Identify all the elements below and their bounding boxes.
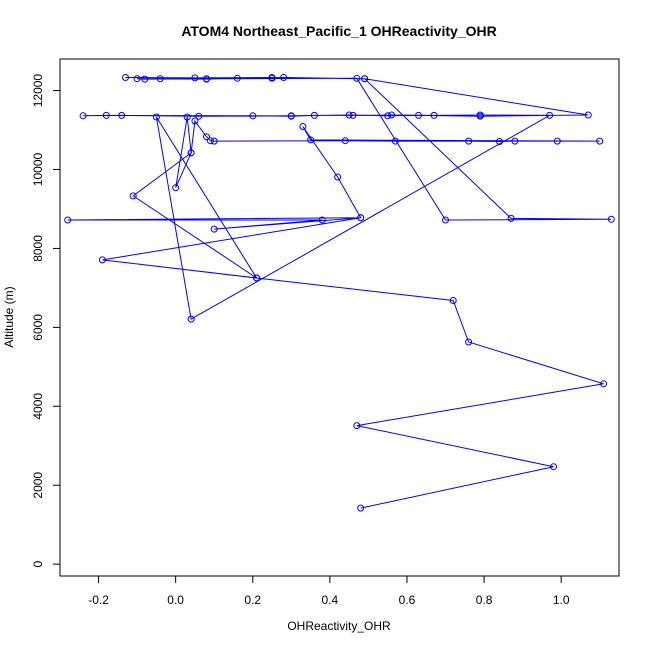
data-point <box>415 111 422 119</box>
x-tick-label: 0.4 <box>322 593 339 607</box>
data-point <box>203 133 210 141</box>
series-line <box>67 76 612 509</box>
data-point <box>511 137 519 145</box>
data-point <box>465 338 473 346</box>
data-point <box>98 256 106 264</box>
data-point <box>210 225 218 233</box>
data-point <box>357 504 365 512</box>
data-point <box>299 123 307 130</box>
data-point <box>449 297 457 304</box>
data-point <box>233 74 241 82</box>
data-point <box>430 111 438 119</box>
data-point <box>334 173 342 181</box>
data-point <box>122 74 129 81</box>
x-tick-label: 0.0 <box>167 593 184 607</box>
data-point <box>64 216 72 224</box>
data-point <box>102 111 110 119</box>
data-point <box>118 111 126 119</box>
data-point <box>496 138 503 145</box>
y-tick-label: 12000 <box>31 74 45 108</box>
data-point <box>183 113 191 121</box>
data-point <box>596 137 604 145</box>
data-point <box>195 112 203 120</box>
data-point <box>187 149 195 157</box>
data-point <box>384 112 392 120</box>
plot-frame <box>59 58 620 577</box>
data-point <box>310 111 318 119</box>
data-point <box>345 111 353 119</box>
y-tick-label: 4000 <box>31 393 45 420</box>
data-point <box>129 192 137 200</box>
data-point <box>361 75 369 83</box>
y-tick-label: 2000 <box>31 472 45 499</box>
data-point <box>341 137 349 145</box>
y-axis-label: Altitude (m) <box>2 286 16 347</box>
y-axis: 0 2000 4000 6000 8000 10000 12000 <box>31 74 61 568</box>
x-tick-label: 0.8 <box>476 593 493 607</box>
data-point <box>187 315 195 323</box>
data-point <box>584 111 592 119</box>
x-tick-label: 1.0 <box>553 593 570 607</box>
data-point <box>191 117 199 125</box>
data-point <box>206 137 214 145</box>
data-point <box>141 75 149 83</box>
x-tick-label: 0.2 <box>244 593 261 607</box>
data-point <box>287 112 295 120</box>
data-point <box>391 137 399 145</box>
y-tick-label: 10000 <box>31 152 45 186</box>
data-point <box>353 74 361 82</box>
data-point <box>388 111 395 119</box>
data-point <box>357 214 365 222</box>
chart-title: ATOM4 Northeast_Pacific_1 OHReactivity_O… <box>181 23 496 39</box>
data-point <box>249 112 257 120</box>
data-point <box>253 274 261 282</box>
data-point <box>476 112 484 120</box>
x-axis: -0.2 0.0 0.2 0.4 0.6 0.8 1.0 <box>88 575 570 607</box>
data-point <box>349 111 357 119</box>
data-point <box>210 137 218 145</box>
data-point <box>156 75 164 83</box>
data-point <box>465 137 473 145</box>
data-point <box>203 75 210 83</box>
data-point <box>607 215 615 223</box>
data-point <box>442 216 449 224</box>
data-point <box>307 136 315 144</box>
data-point <box>268 74 276 81</box>
y-tick-label: 0 <box>31 561 45 568</box>
data-point <box>172 184 180 192</box>
y-tick-label: 8000 <box>31 235 45 262</box>
y-tick-label: 6000 <box>31 314 45 341</box>
data-point <box>133 75 141 83</box>
data-point <box>507 214 515 222</box>
x-axis-label: OHReactivity_OHR <box>287 619 391 633</box>
data-point <box>318 216 326 224</box>
data-point <box>152 113 160 121</box>
data-point <box>600 380 608 388</box>
x-tick-label: 0.6 <box>399 593 416 607</box>
data-point <box>191 74 199 82</box>
data-point <box>79 112 87 120</box>
data-point <box>280 74 288 81</box>
series-layer <box>64 74 615 512</box>
data-point <box>546 111 554 119</box>
x-tick-label: -0.2 <box>88 593 109 607</box>
data-point <box>553 137 561 145</box>
data-point <box>550 463 557 471</box>
data-point <box>353 422 361 430</box>
